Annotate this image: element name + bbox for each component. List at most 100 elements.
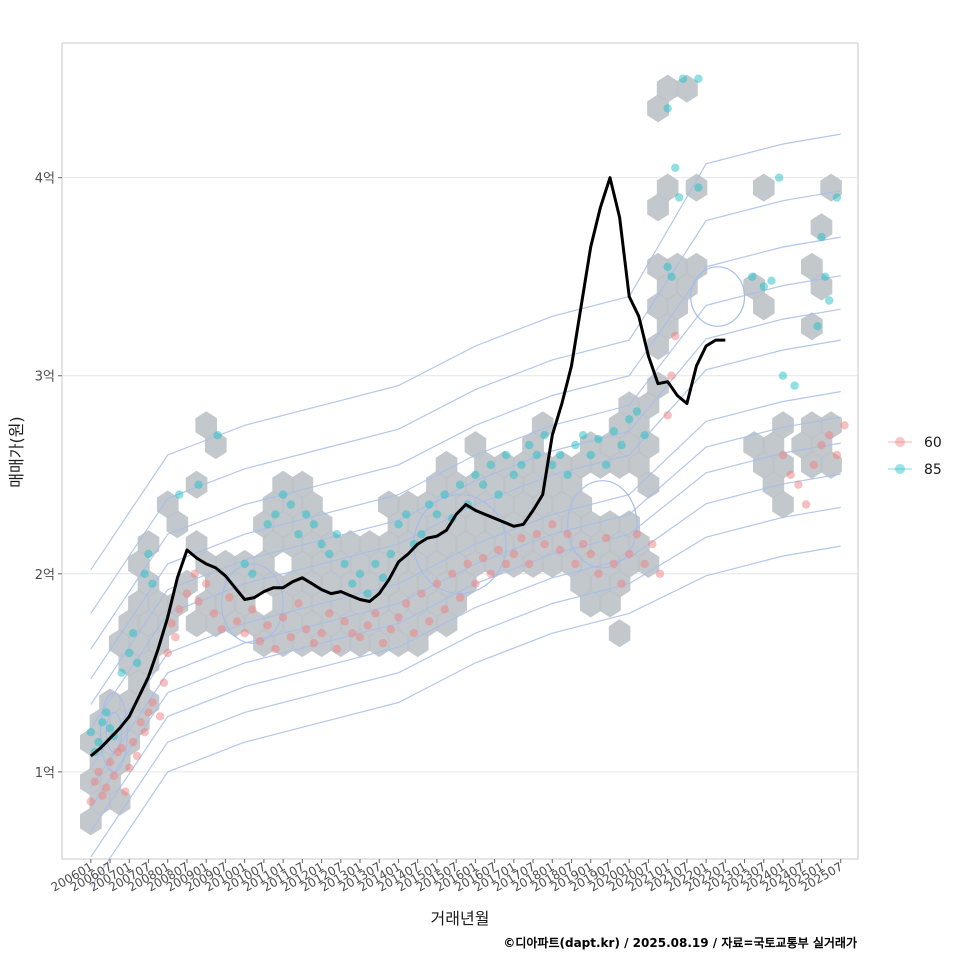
point-85 xyxy=(663,262,672,271)
hexbin xyxy=(628,530,650,559)
point-85 xyxy=(340,559,349,569)
point-85 xyxy=(386,549,395,559)
hexbin xyxy=(378,490,400,519)
hexbin xyxy=(801,312,823,341)
point-85 xyxy=(440,490,449,499)
hexbin xyxy=(205,569,227,598)
density-contour xyxy=(90,545,841,888)
hexbin xyxy=(358,569,381,598)
point-60 xyxy=(340,617,349,626)
hexbin xyxy=(753,292,775,321)
point-60 xyxy=(302,625,311,634)
point-85 xyxy=(117,668,126,677)
point-85 xyxy=(640,431,649,440)
point-60 xyxy=(832,450,842,460)
point-85 xyxy=(667,272,676,281)
point-60 xyxy=(825,431,834,440)
point-85 xyxy=(309,520,319,529)
hexbin xyxy=(618,431,640,460)
point-85 xyxy=(248,569,257,578)
hexbin xyxy=(579,589,602,618)
hexbin xyxy=(656,173,679,202)
hexbin xyxy=(435,530,458,559)
hexbin xyxy=(118,688,141,717)
y-tick-label: 4억 xyxy=(35,172,55,187)
point-60 xyxy=(817,440,826,450)
point-60 xyxy=(540,539,549,549)
trend-line-path xyxy=(89,176,726,758)
y-tick-label: 1억 xyxy=(35,766,55,781)
hexbin xyxy=(310,510,333,539)
hexbin xyxy=(589,450,612,479)
hexbin xyxy=(108,708,131,737)
point-60 xyxy=(109,771,119,780)
point-60 xyxy=(794,480,803,489)
legend-key-point-60 xyxy=(895,437,905,447)
point-85 xyxy=(378,573,388,582)
point-60 xyxy=(225,593,234,602)
point-60 xyxy=(325,609,334,618)
point-60 xyxy=(202,579,211,588)
point-60 xyxy=(532,530,542,539)
point-85 xyxy=(759,282,768,291)
hexbin xyxy=(464,470,487,499)
point-85 xyxy=(671,163,680,172)
point-60 xyxy=(286,633,295,642)
hexbin xyxy=(464,510,487,539)
hexbin xyxy=(647,94,669,123)
point-60 xyxy=(594,569,603,578)
point-85 xyxy=(517,460,526,470)
point-85 xyxy=(540,431,549,440)
hexbin xyxy=(628,450,650,479)
point-60 xyxy=(90,777,99,786)
hexbin xyxy=(551,490,573,519)
point-85 xyxy=(471,470,480,479)
point-60 xyxy=(167,619,176,628)
hexbin xyxy=(743,272,765,301)
point-60 xyxy=(609,559,618,569)
hexbin xyxy=(291,470,314,499)
point-60 xyxy=(94,767,103,777)
point-85 xyxy=(778,371,788,380)
hexbin xyxy=(339,530,362,559)
hexbin xyxy=(349,549,371,578)
point-60 xyxy=(271,644,280,654)
point-85 xyxy=(371,559,380,569)
point-85 xyxy=(132,658,142,668)
hexbin xyxy=(570,569,592,598)
point-60 xyxy=(378,638,388,648)
point-60 xyxy=(98,791,107,800)
point-60 xyxy=(105,757,115,767)
hexbin xyxy=(608,619,631,648)
point-85 xyxy=(825,296,834,305)
point-85 xyxy=(486,460,495,470)
point-85 xyxy=(775,173,784,182)
density-contour xyxy=(90,473,841,832)
point-85 xyxy=(563,470,572,479)
point-60 xyxy=(671,331,680,341)
point-60 xyxy=(667,371,676,380)
hexbin xyxy=(656,74,679,103)
point-85 xyxy=(140,569,149,578)
point-60 xyxy=(517,533,526,543)
hexbin xyxy=(522,470,544,499)
point-60 xyxy=(402,599,411,608)
density-contour xyxy=(90,275,841,680)
point-85 xyxy=(609,427,618,436)
hexbin xyxy=(685,252,708,281)
hexbin xyxy=(743,431,765,460)
point-85 xyxy=(105,724,115,733)
point-60 xyxy=(440,605,449,614)
point-60 xyxy=(232,617,242,626)
point-60 xyxy=(663,411,672,420)
point-60 xyxy=(386,625,395,634)
hexbin xyxy=(647,332,669,360)
plot-background xyxy=(61,42,859,860)
point-85 xyxy=(625,415,634,424)
point-85 xyxy=(402,510,411,519)
point-60 xyxy=(501,559,511,569)
point-60 xyxy=(478,553,488,563)
density-contour-ring xyxy=(567,480,638,569)
hexbin xyxy=(762,470,785,499)
point-60 xyxy=(394,613,403,622)
